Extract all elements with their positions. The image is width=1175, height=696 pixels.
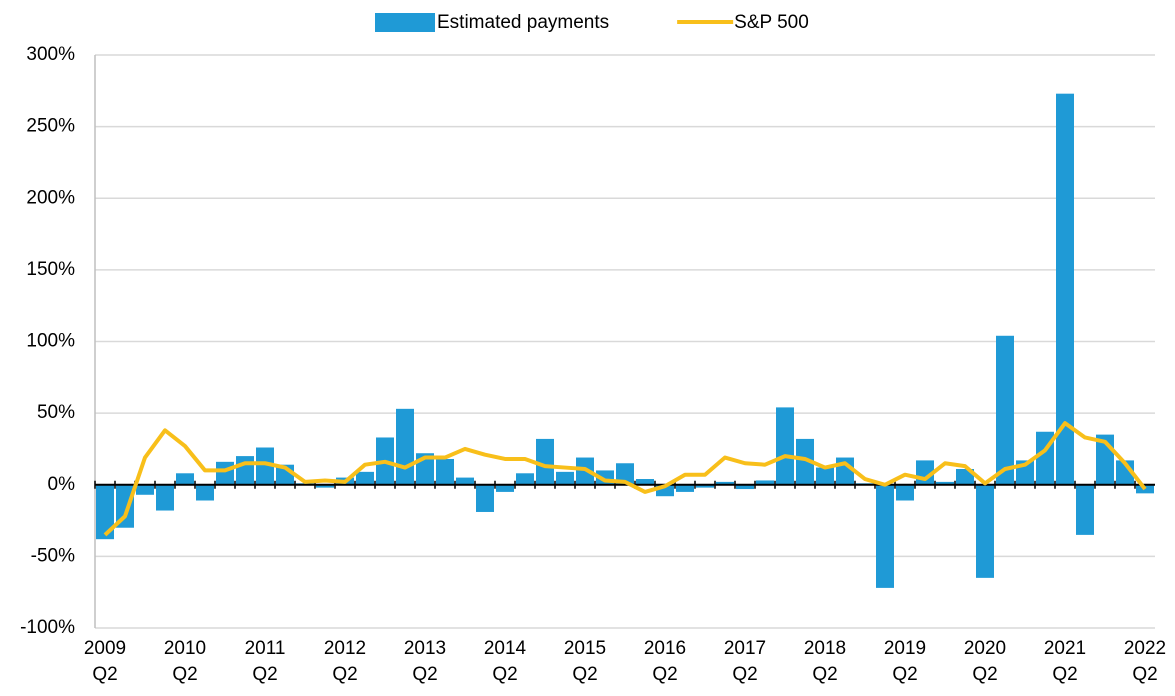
legend-swatch — [375, 13, 435, 32]
bar — [256, 447, 274, 485]
x-tick-label: 2010 Q2 — [163, 638, 207, 685]
bar — [976, 484, 994, 578]
bar — [616, 463, 634, 485]
bar — [636, 479, 654, 485]
bar — [1056, 93, 1074, 485]
y-tick-label: 150% — [26, 259, 75, 280]
bar — [896, 484, 914, 501]
line — [103, 421, 1147, 537]
y-tick-label: -100% — [20, 617, 75, 638]
bar — [496, 484, 514, 492]
y-tick-label: 50% — [37, 402, 75, 423]
x-tick-label: 2017 Q2 — [723, 638, 767, 685]
bar — [356, 471, 374, 485]
bar — [396, 408, 414, 485]
x-tick-label: 2015 Q2 — [563, 638, 607, 685]
bar — [736, 484, 754, 490]
x-tick-label: 2020 Q2 — [963, 638, 1007, 685]
bar — [816, 467, 834, 485]
x-tick-label: 2012 Q2 — [323, 638, 367, 685]
x-tick-label: 2018 Q2 — [803, 638, 847, 685]
y-tick-label: 300% — [26, 44, 75, 65]
bar — [556, 471, 574, 485]
bar — [116, 484, 134, 528]
x-tick-label: 2019 Q2 — [883, 638, 927, 685]
bar — [956, 468, 974, 485]
bar — [136, 484, 154, 495]
bar — [656, 484, 674, 497]
bar — [776, 407, 794, 485]
bar — [756, 480, 774, 485]
x-tick-label: 2009 Q2 — [83, 638, 127, 685]
bar — [176, 473, 194, 485]
bar — [436, 458, 454, 485]
y-tick-label: 100% — [26, 331, 75, 352]
x-tick-label: 2013 Q2 — [403, 638, 447, 685]
bar — [196, 484, 214, 501]
y-tick-label: 0% — [48, 474, 76, 495]
bar — [456, 477, 474, 485]
bar — [476, 484, 494, 512]
bar — [516, 473, 534, 485]
bar — [156, 484, 174, 511]
bar — [536, 438, 554, 485]
bar — [236, 456, 254, 485]
x-tick-label: 2014 Q2 — [483, 638, 527, 685]
bar — [96, 484, 114, 540]
bar — [876, 484, 894, 588]
y-tick-label: 200% — [26, 187, 75, 208]
x-tick-label: 2016 Q2 — [643, 638, 687, 685]
y-tick-label: 250% — [26, 116, 75, 137]
bar — [996, 335, 1014, 485]
y-tick-label: -50% — [31, 545, 75, 566]
bar — [1076, 484, 1094, 535]
bar — [676, 484, 694, 492]
bar — [716, 481, 734, 485]
bar — [316, 484, 334, 488]
bar — [696, 484, 714, 488]
legend-label: Estimated payments — [437, 12, 609, 33]
bar — [216, 461, 234, 485]
x-tick-label: 2022 Q2 — [1123, 638, 1167, 685]
bar — [796, 438, 814, 485]
legend-label: S&P 500 — [734, 12, 809, 33]
bar — [936, 481, 954, 485]
x-tick-label: 2021 Q2 — [1043, 638, 1087, 685]
x-tick-label: 2011 Q2 — [244, 638, 286, 685]
